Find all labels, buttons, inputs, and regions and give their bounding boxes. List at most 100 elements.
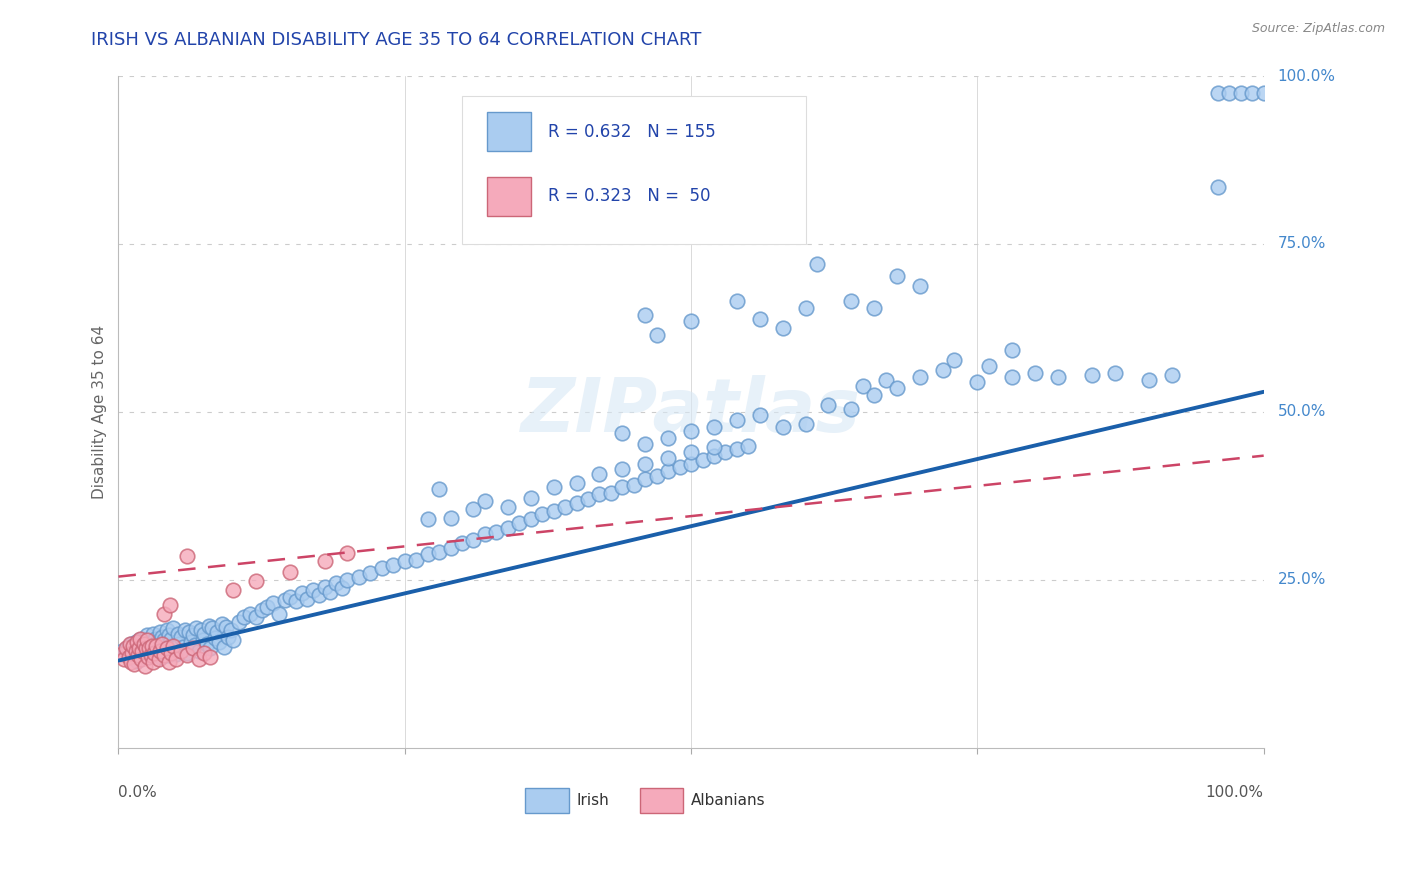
Point xyxy=(190,624,212,638)
Point xyxy=(645,468,668,483)
Point xyxy=(599,485,621,500)
Point xyxy=(1241,86,1264,100)
Point xyxy=(155,641,177,656)
Point xyxy=(127,639,149,653)
Point xyxy=(681,458,703,472)
Point xyxy=(262,597,284,611)
Point xyxy=(748,409,770,423)
Point xyxy=(1001,370,1024,384)
Point xyxy=(908,278,931,293)
Point xyxy=(149,643,172,657)
Point xyxy=(748,312,770,326)
Point xyxy=(157,655,180,669)
Point xyxy=(111,643,134,657)
Point xyxy=(128,641,150,656)
Point xyxy=(120,655,142,669)
Text: R = 0.323   N =  50: R = 0.323 N = 50 xyxy=(548,187,710,205)
Point xyxy=(485,524,508,539)
Point xyxy=(977,359,1000,374)
Point xyxy=(142,655,165,669)
Point xyxy=(1218,86,1240,100)
Point xyxy=(284,594,307,608)
Point xyxy=(439,511,461,525)
Point xyxy=(145,639,167,653)
Point xyxy=(772,321,794,335)
Point xyxy=(157,628,180,642)
Text: 75.0%: 75.0% xyxy=(1278,236,1326,252)
Point xyxy=(474,527,496,541)
Point xyxy=(136,628,159,642)
Point xyxy=(134,637,156,651)
Point xyxy=(427,482,450,496)
Point xyxy=(131,648,153,663)
Point xyxy=(1081,368,1104,382)
Point xyxy=(943,352,966,367)
Point xyxy=(554,500,576,515)
Point xyxy=(176,549,198,564)
Point xyxy=(841,401,863,416)
Text: 25.0%: 25.0% xyxy=(1278,573,1326,588)
Point xyxy=(543,504,565,518)
Point xyxy=(681,424,703,438)
Point xyxy=(201,621,224,635)
Point xyxy=(336,546,359,560)
Point xyxy=(138,641,160,656)
Point xyxy=(612,426,634,441)
Point xyxy=(737,439,759,453)
Point xyxy=(966,375,988,389)
Point xyxy=(772,419,794,434)
Point xyxy=(179,625,201,640)
Point xyxy=(634,437,657,451)
Point xyxy=(233,610,256,624)
Point xyxy=(291,586,314,600)
Point xyxy=(588,487,610,501)
Point xyxy=(841,294,863,309)
Point xyxy=(198,650,221,665)
Point xyxy=(132,642,155,657)
Point xyxy=(314,580,336,594)
Point xyxy=(180,634,202,648)
Point xyxy=(204,632,226,646)
Point xyxy=(124,646,146,660)
Point xyxy=(427,545,450,559)
Point xyxy=(519,512,541,526)
Point xyxy=(222,632,245,647)
Point xyxy=(1046,370,1069,384)
Point xyxy=(863,301,886,315)
Point xyxy=(463,502,485,516)
Point xyxy=(115,641,138,656)
Point xyxy=(267,607,290,621)
Point xyxy=(141,639,163,653)
Point xyxy=(159,639,181,653)
Point xyxy=(167,637,190,651)
Point xyxy=(302,582,325,597)
Text: Albanians: Albanians xyxy=(692,793,766,808)
Text: 100.0%: 100.0% xyxy=(1278,69,1336,84)
Point xyxy=(908,370,931,384)
Point xyxy=(359,566,381,581)
Point xyxy=(278,565,301,579)
Point xyxy=(131,632,153,646)
Point xyxy=(111,647,134,661)
Point xyxy=(162,621,184,635)
Point xyxy=(141,643,163,657)
Point xyxy=(193,633,215,648)
Point xyxy=(806,257,828,271)
Bar xyxy=(524,788,568,814)
Point xyxy=(217,630,239,644)
Point xyxy=(245,610,267,624)
Point xyxy=(239,607,262,621)
Point xyxy=(208,634,231,648)
Point xyxy=(439,541,461,555)
Point xyxy=(114,647,136,661)
Text: 100.0%: 100.0% xyxy=(1206,785,1264,800)
Point xyxy=(297,591,319,606)
Point xyxy=(145,641,167,656)
Point xyxy=(181,641,204,656)
Point xyxy=(382,558,405,573)
Text: Source: ZipAtlas.com: Source: ZipAtlas.com xyxy=(1251,22,1385,36)
Point xyxy=(198,641,221,656)
Point xyxy=(886,381,908,395)
Point xyxy=(250,603,273,617)
Bar xyxy=(488,112,530,152)
